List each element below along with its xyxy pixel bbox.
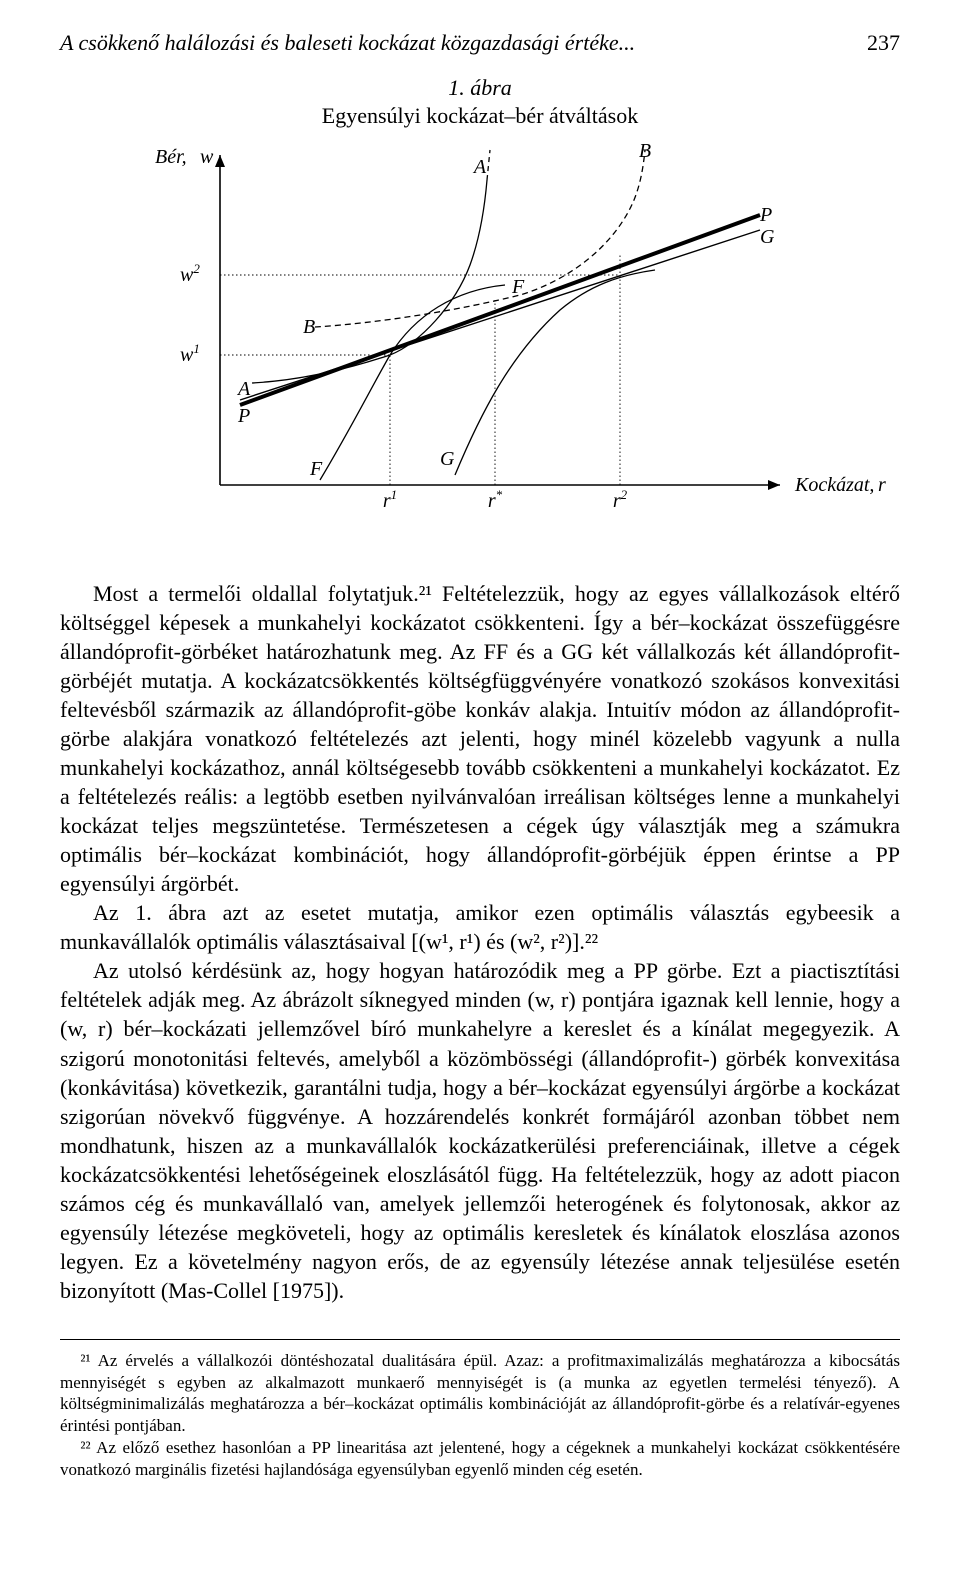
paragraph-1: Most a termelői oldallal folytatjuk.²¹ F… bbox=[60, 579, 900, 898]
running-header: A csökkenő halálozási és baleseti kockáz… bbox=[60, 30, 900, 56]
svg-text:G: G bbox=[760, 226, 775, 248]
svg-text:w: w bbox=[200, 146, 214, 168]
svg-text:r*: r* bbox=[488, 487, 503, 512]
svg-text:G: G bbox=[440, 448, 455, 470]
footnote-21: ²¹ Az érvelés a vállalkozói döntéshozata… bbox=[60, 1350, 900, 1437]
svg-text:Bér,: Bér, bbox=[155, 146, 187, 168]
svg-text:r1: r1 bbox=[383, 487, 397, 512]
svg-text:F: F bbox=[309, 458, 323, 480]
svg-text:r2: r2 bbox=[613, 487, 628, 512]
footnote-22: ²² Az előző esethez hasonlóan a PP linea… bbox=[60, 1437, 900, 1481]
svg-text:w1: w1 bbox=[180, 341, 200, 366]
paragraph-2: Az 1. ábra azt az esetet mutatja, amikor… bbox=[60, 898, 900, 956]
running-title: A csökkenő halálozási és baleseti kockáz… bbox=[60, 30, 635, 56]
figure-chart: Bér, wKockázat, rw2w1r1r*r2AABBFFGGPP bbox=[60, 135, 900, 555]
svg-text:A: A bbox=[472, 156, 487, 178]
svg-text:r: r bbox=[878, 474, 886, 496]
page-number: 237 bbox=[867, 30, 900, 56]
figure-title: Egyensúlyi kockázat–bér átváltások bbox=[322, 103, 638, 128]
svg-text:B: B bbox=[639, 140, 651, 162]
svg-text:B: B bbox=[303, 316, 315, 338]
figure-number: 1. ábra bbox=[448, 75, 512, 100]
svg-text:A: A bbox=[236, 378, 251, 400]
svg-text:F: F bbox=[511, 276, 525, 298]
svg-text:w2: w2 bbox=[180, 261, 200, 286]
body-text: Most a termelői oldallal folytatjuk.²¹ F… bbox=[60, 579, 900, 1305]
svg-text:P: P bbox=[759, 204, 772, 226]
figure-caption: 1. ábra Egyensúlyi kockázat–bér átváltás… bbox=[60, 74, 900, 129]
footnotes: ²¹ Az érvelés a vállalkozói döntéshozata… bbox=[60, 1339, 900, 1481]
paragraph-3: Az utolsó kérdésünk az, hogy hogyan hatá… bbox=[60, 956, 900, 1304]
svg-text:Kockázat,: Kockázat, bbox=[794, 474, 874, 496]
svg-text:P: P bbox=[237, 405, 250, 427]
